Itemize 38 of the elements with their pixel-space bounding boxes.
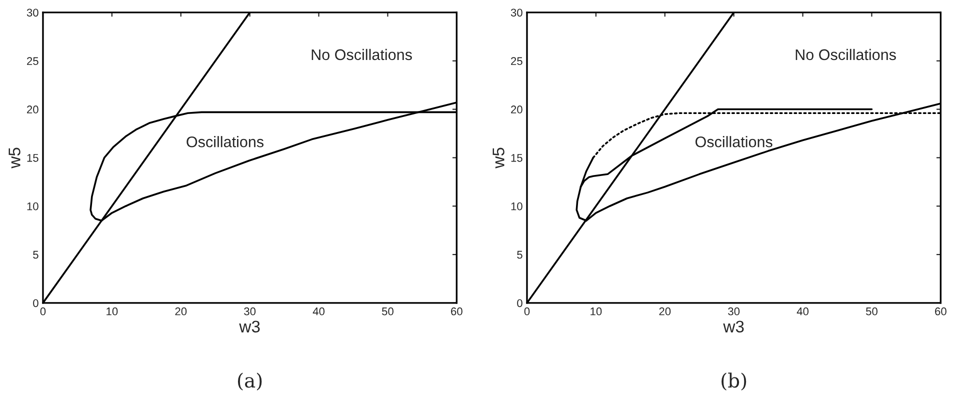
y-tick-label: 25 — [511, 57, 522, 65]
x-tick-label: 50 — [866, 307, 878, 316]
x-tick-label: 20 — [659, 307, 671, 316]
y-tick-label: 10 — [27, 202, 38, 210]
y-tick-label: 0 — [33, 299, 38, 308]
x-axis-title: w3 — [723, 320, 744, 332]
x-tick-label: 50 — [382, 307, 394, 316]
y-tick-label: 0 — [517, 299, 522, 308]
x-tick-label: 30 — [244, 307, 256, 316]
y-axis-title: w5 — [8, 148, 20, 168]
y-tick-label: 20 — [511, 106, 522, 114]
annotation: Oscillations — [696, 136, 772, 148]
y-tick-label: 25 — [27, 57, 38, 65]
y-tick-label: 5 — [517, 250, 522, 259]
x-axis-title: w3 — [239, 320, 260, 332]
annotation: Oscillations — [186, 136, 264, 148]
x-tick-label: 40 — [796, 307, 809, 316]
x-tick-label: 30 — [728, 307, 740, 316]
x-tick-label: 0 — [524, 307, 530, 316]
y-tick-label: 15 — [511, 154, 522, 162]
text: (a) — [238, 372, 262, 390]
x-tick-label: 40 — [312, 307, 325, 316]
annotation: No Oscillations — [312, 48, 412, 60]
x-tick-label: 0 — [40, 307, 46, 316]
y-tick-label: 10 — [511, 202, 522, 210]
y-tick-label: 20 — [27, 106, 38, 114]
y-tick-label: 30 — [510, 8, 522, 17]
y-tick-label: 30 — [26, 8, 38, 17]
x-tick-label: 10 — [590, 307, 602, 316]
text: (b) — [722, 372, 746, 390]
x-tick-label: 20 — [175, 307, 187, 316]
x-tick-label: 10 — [106, 307, 118, 316]
y-axis-title: w5 — [492, 148, 504, 168]
y-tick-label: 15 — [27, 154, 38, 162]
y-tick-label: 5 — [33, 250, 38, 259]
x-tick-label: 60 — [451, 307, 462, 316]
x-tick-label: 60 — [935, 307, 946, 316]
annotation: No Oscillations — [796, 48, 896, 60]
